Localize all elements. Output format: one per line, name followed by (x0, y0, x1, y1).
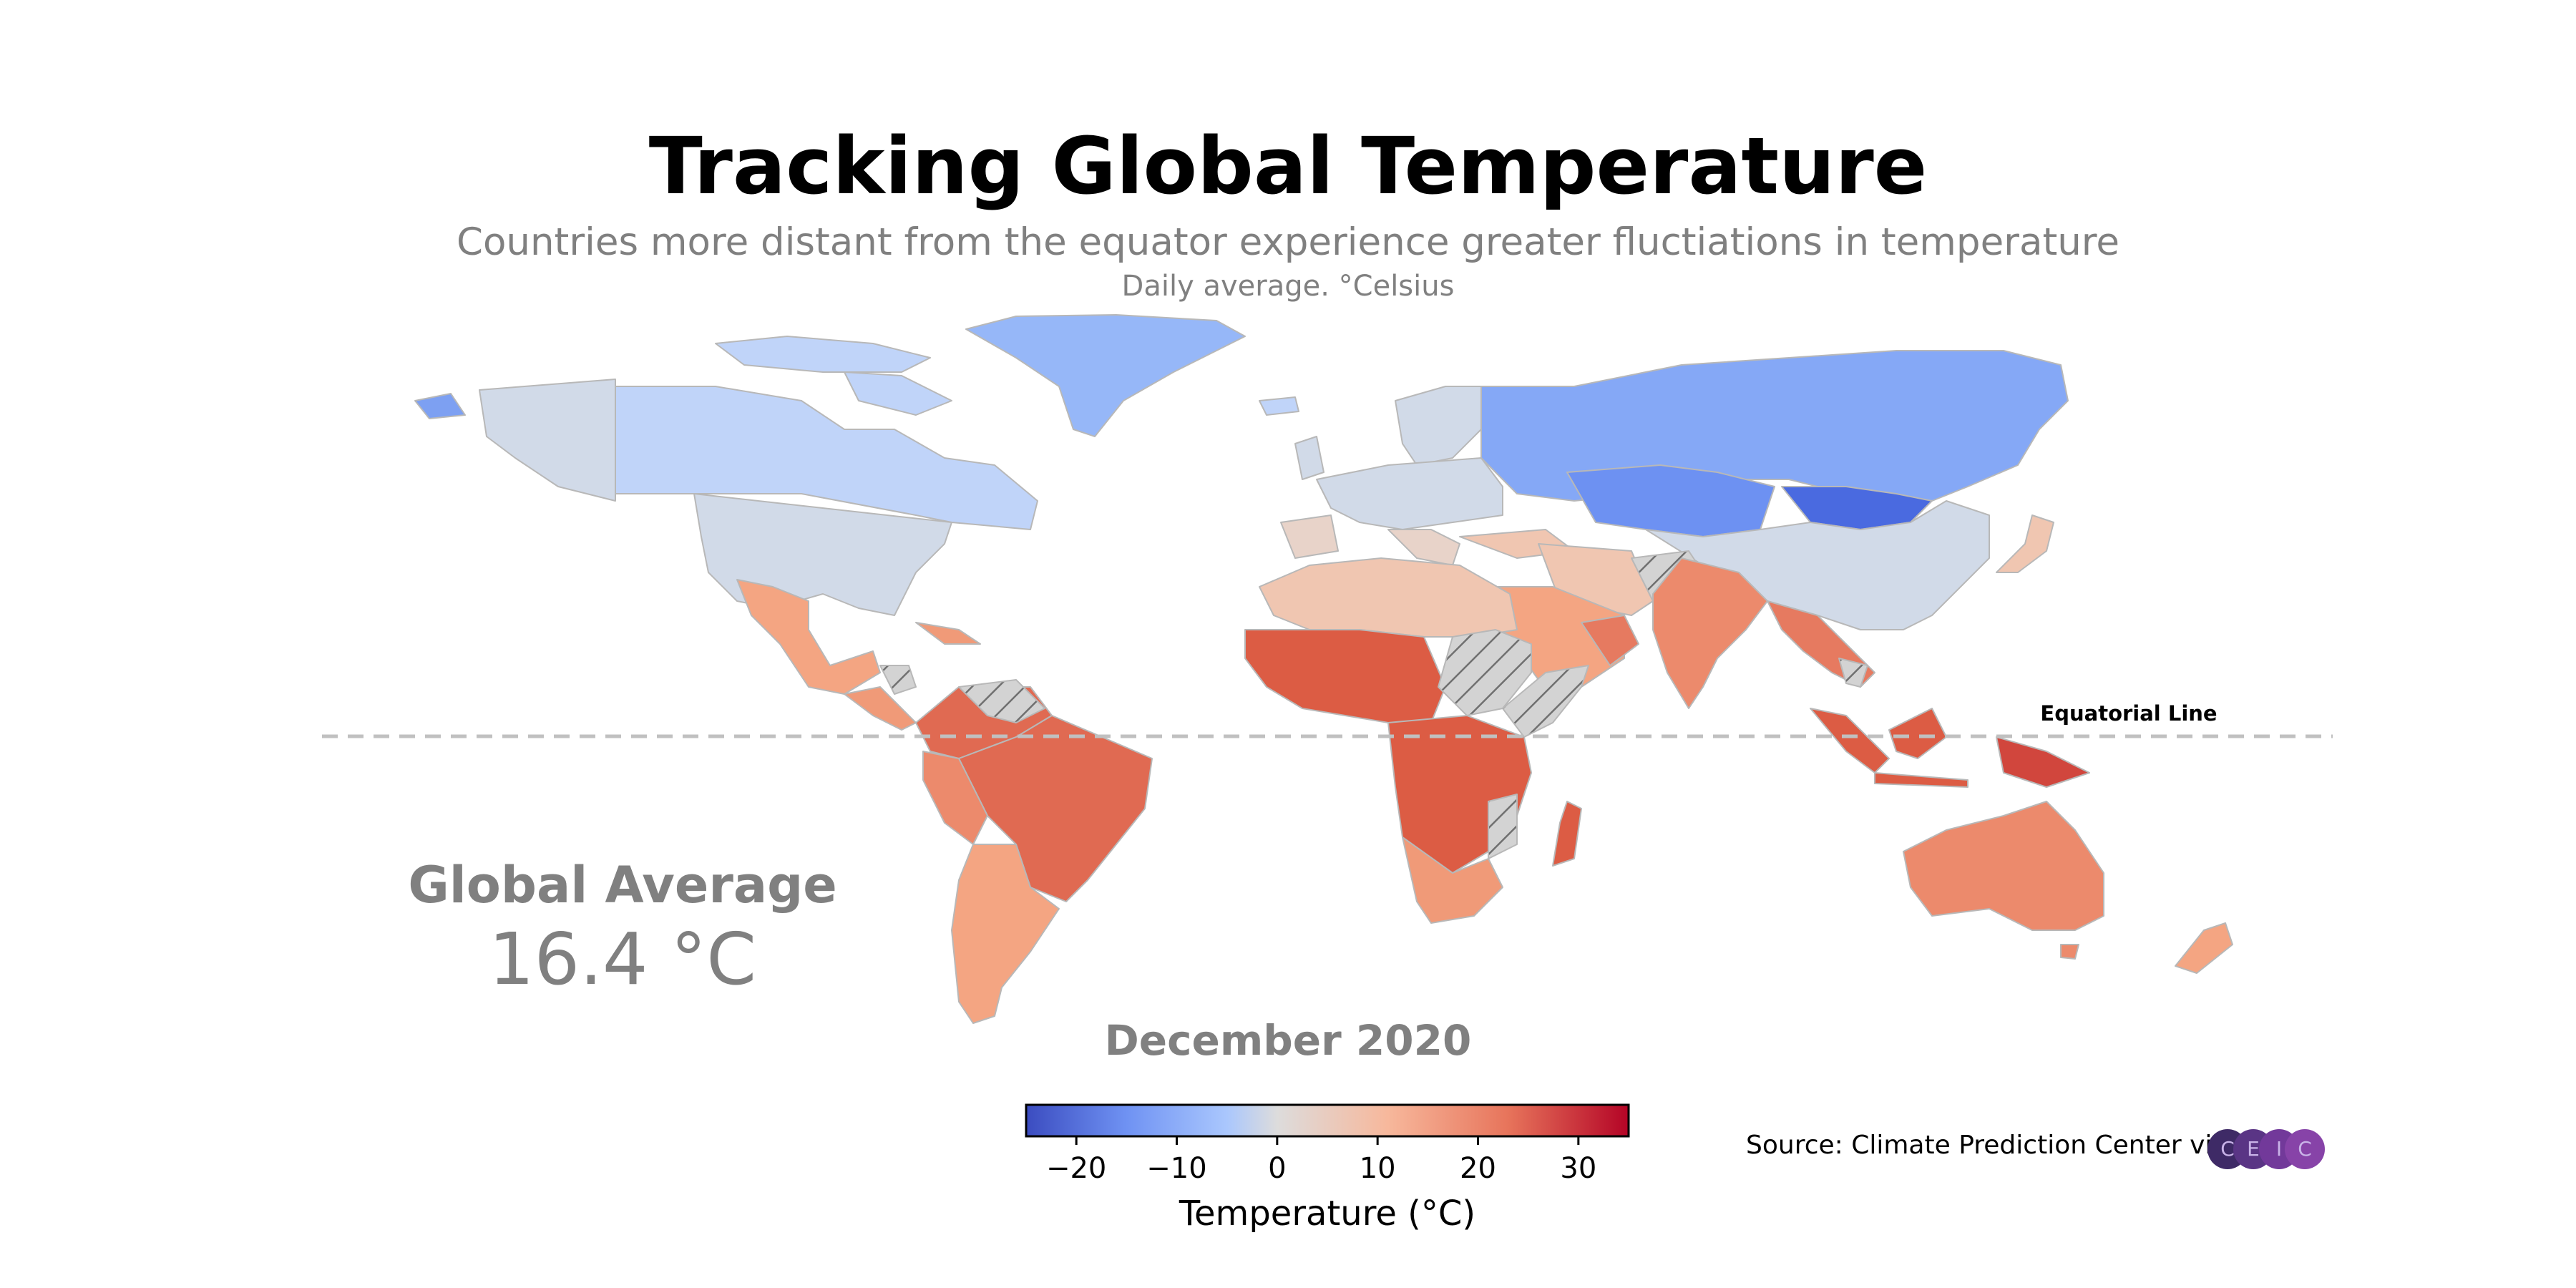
unit-note: Daily average. °Celsius (1121, 270, 1455, 303)
region-tasmania (2060, 944, 2079, 960)
colorbar-tick-label: 30 (1560, 1152, 1596, 1185)
region-japan (1996, 514, 2054, 573)
region-alaska (479, 379, 616, 502)
colorbar-tick-label: 0 (1268, 1152, 1286, 1185)
colorbar-ticks: −20 −10 0 10 20 30 (1046, 1136, 1596, 1185)
colorbar-tick-label: 20 (1460, 1152, 1496, 1185)
colorbar-label: Temperature (°C) (1179, 1194, 1475, 1234)
region-europe-central (1316, 457, 1503, 530)
region-canada (615, 386, 1038, 530)
equator-label: Equatorial Line (2040, 701, 2217, 726)
region-italy-balkans (1387, 529, 1460, 566)
region-australia (1903, 801, 2104, 931)
region-greenland (965, 314, 1246, 437)
region-alaska-west (414, 393, 466, 419)
region-mexico (736, 579, 881, 695)
region-guyana-nodata (958, 679, 1045, 723)
region-southern-africa (1402, 836, 1503, 924)
region-scandinavia (1395, 386, 1482, 466)
colorbar-gradient (1025, 1103, 1630, 1138)
map-subtitle: Countries more distant from the equator … (456, 220, 2120, 264)
region-myanmar-nodata (1838, 658, 1868, 688)
region-uk (1294, 436, 1324, 480)
region-png (1996, 736, 2090, 788)
region-argentina-chile (951, 844, 1060, 1024)
region-new-zealand (2175, 922, 2233, 974)
colorbar-tick-label: 10 (1360, 1152, 1396, 1185)
source-text: Source: Climate Prediction Center via (1746, 1131, 2228, 1160)
logo-letter: C (2285, 1129, 2325, 1169)
colorbar-tick-label: −20 (1046, 1152, 1106, 1185)
ceic-logo: C E I C (2207, 1129, 2328, 1169)
region-canada-arctic (715, 336, 952, 416)
region-oman (1581, 615, 1639, 666)
region-indonesia (1810, 708, 1968, 788)
map-title: Tracking Global Temperature (648, 120, 1928, 212)
region-cuba (915, 622, 981, 645)
region-central-america-nodata (879, 665, 917, 695)
global-average-label: Global Average (408, 856, 837, 914)
period-label: December 2020 (1104, 1016, 1472, 1065)
region-madagascar (1552, 801, 1582, 867)
colorbar-tick-label: −10 (1146, 1152, 1206, 1185)
global-average-value: 16.4 °C (488, 917, 757, 1001)
region-mozambique-nodata (1488, 794, 1518, 859)
region-india (1652, 557, 1768, 709)
region-iberia (1280, 514, 1339, 559)
region-iceland (1259, 396, 1299, 416)
region-sudan-nodata (1438, 629, 1532, 716)
